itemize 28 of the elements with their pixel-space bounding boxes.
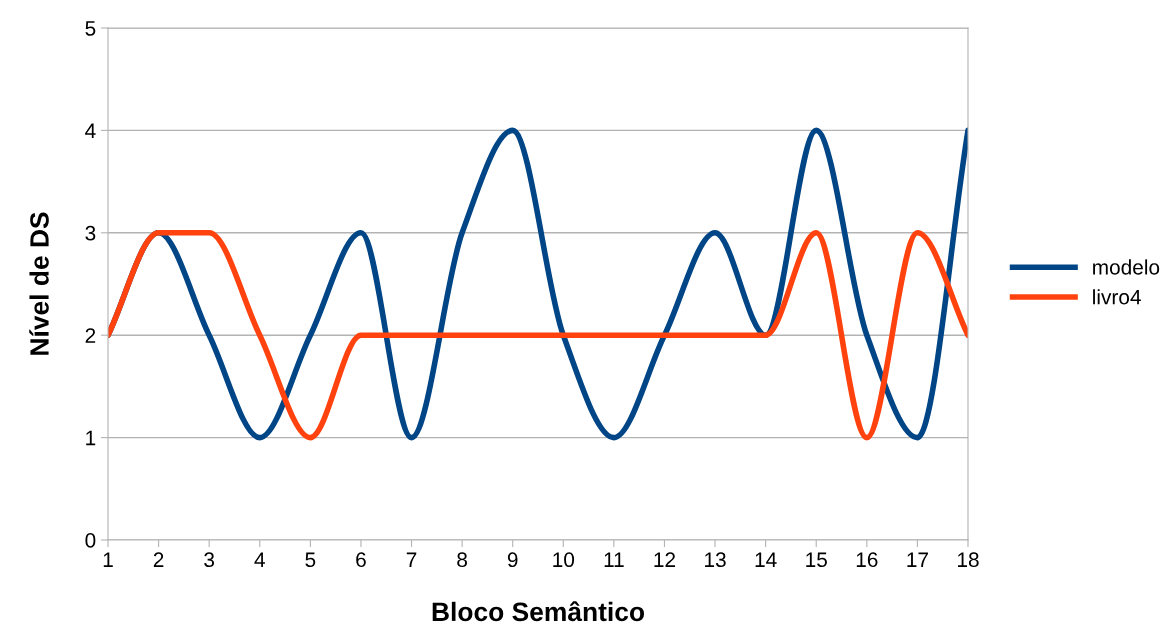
- x-tick-label: 2: [153, 552, 164, 567]
- x-tick-label: 6: [356, 552, 366, 568]
- x-tick-label: 13: [705, 552, 726, 568]
- x-tick-label: 1: [103, 552, 113, 567]
- x-tick-label: 12: [654, 552, 676, 567]
- x-tick-label: 10: [553, 552, 575, 568]
- x-tick-label: 5: [305, 552, 316, 568]
- x-axis-title: Bloco Semântico: [432, 601, 645, 622]
- x-tick-label: 4: [254, 552, 265, 567]
- y-axis-title: Nível de DS: [29, 212, 49, 355]
- x-tick-label: 15: [806, 552, 827, 568]
- legend-label: modelo: [1093, 259, 1160, 275]
- y-tick-label: 2: [85, 328, 96, 343]
- x-tick-label: 18: [958, 552, 979, 568]
- y-tick-label: 5: [85, 21, 96, 36]
- y-tick-label: 4: [85, 123, 96, 138]
- y-tick-label: 3: [85, 225, 96, 241]
- y-tick-label: 1: [86, 430, 96, 446]
- x-tick-label: 17: [907, 552, 928, 567]
- x-tick-label: 7: [406, 552, 417, 567]
- x-tick-label: 8: [457, 552, 468, 568]
- x-tick-label: 11: [604, 552, 624, 567]
- y-tick-label: 0: [85, 533, 96, 548]
- x-tick-label: 14: [755, 552, 777, 567]
- x-tick-label: 3: [204, 552, 215, 568]
- x-tick-label: 9: [507, 552, 518, 568]
- x-tick-label: 16: [856, 552, 878, 568]
- legend-label: livro4: [1093, 289, 1141, 305]
